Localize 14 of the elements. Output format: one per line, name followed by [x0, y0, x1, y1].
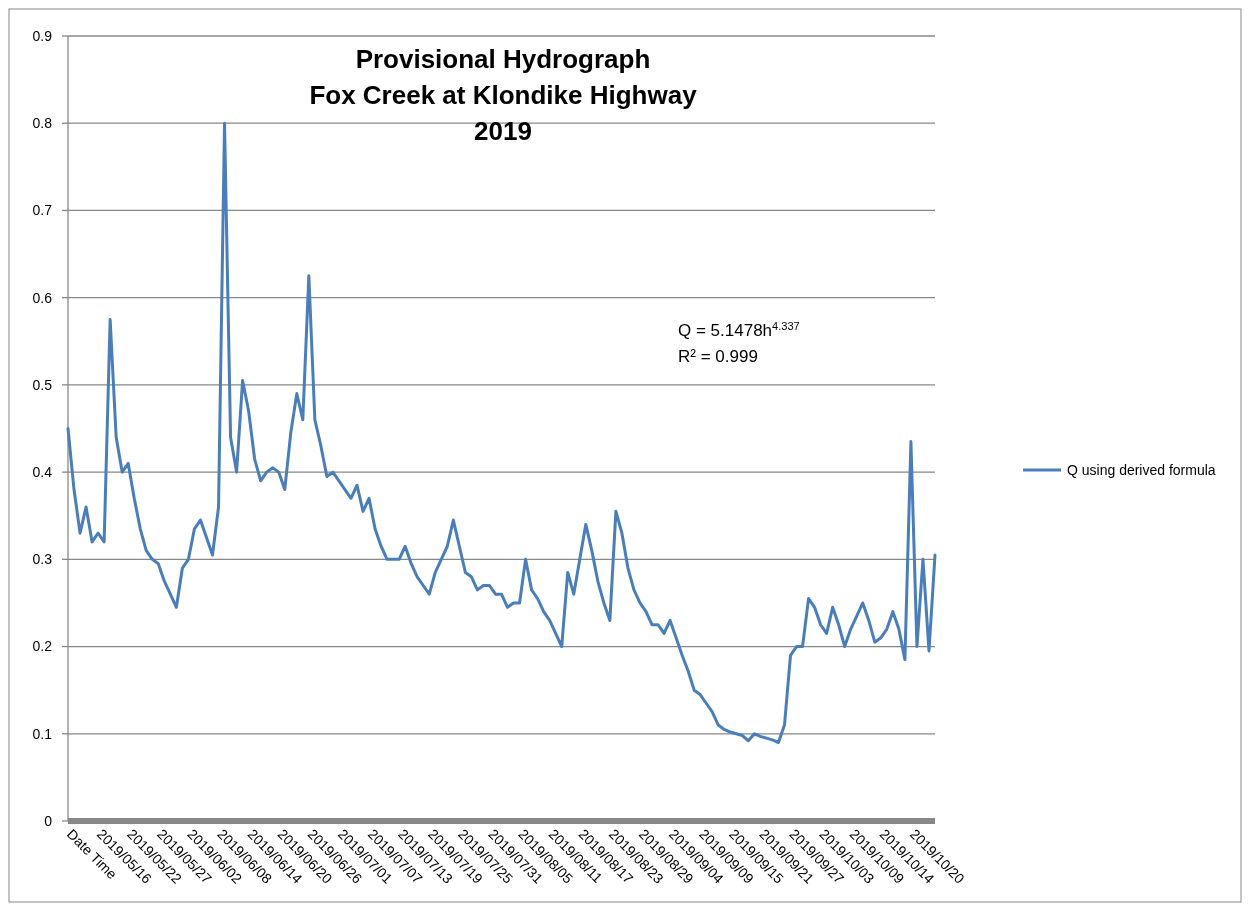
legend-label: Q using derived formula	[1067, 461, 1216, 478]
text: Provisional Hydrograph Fox Creek at Klondike Highway 2019	[309, 44, 698, 146]
y-tick-label: 0.2	[32, 638, 53, 655]
y-tick-label: 0.1	[32, 725, 53, 742]
y-tick-label: 0.9	[32, 27, 53, 44]
y-tick-label: 0.6	[32, 289, 53, 306]
y-tick-label: 0.5	[32, 376, 53, 393]
y-tick-label: 0	[44, 812, 53, 829]
y-tick-label: 0.8	[32, 115, 53, 132]
y-tick-label: 0.7	[32, 202, 53, 219]
y-tick-label: 0.4	[32, 464, 53, 481]
y-tick-label: 0.3	[32, 551, 53, 568]
annotation: Q = 5.1478h$^{4.337}$	[678, 320, 800, 340]
annotation: R² = 0.999	[678, 347, 758, 366]
